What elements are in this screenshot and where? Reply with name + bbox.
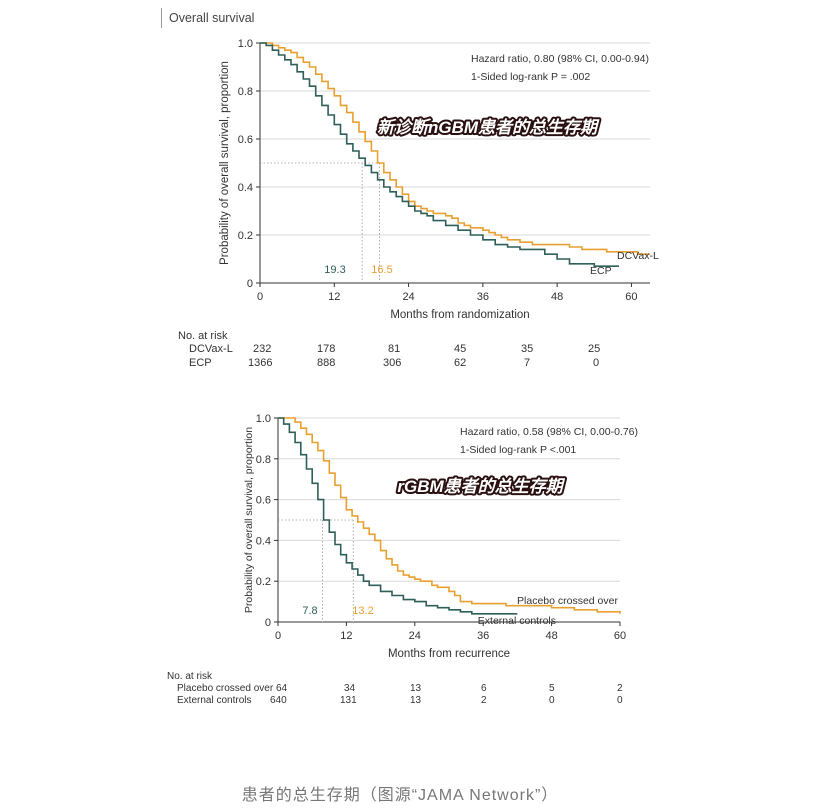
x-axis-label: Months from randomization bbox=[390, 309, 529, 321]
x-tick-label: 24 bbox=[402, 291, 414, 303]
risk-value: 34 bbox=[344, 683, 356, 694]
risk-value: 64 bbox=[276, 683, 288, 694]
risk-value: 0 bbox=[549, 695, 555, 706]
y-tick-label: 0.6 bbox=[238, 134, 253, 146]
stat-annotation: Hazard ratio, 0.80 (98% CI, 0.00-0.94) bbox=[471, 53, 649, 65]
x-tick-label: 12 bbox=[340, 630, 352, 642]
risk-value: 45 bbox=[454, 343, 467, 355]
survival-curve-control bbox=[260, 42, 619, 267]
risk-value: 2 bbox=[481, 695, 487, 706]
y-tick-label: 0.2 bbox=[238, 230, 253, 242]
risk-value: 888 bbox=[317, 357, 336, 369]
section-title: Overall survival bbox=[161, 8, 254, 28]
y-tick-label: 0.2 bbox=[256, 576, 271, 588]
x-tick-label: 36 bbox=[477, 630, 489, 642]
x-tick-label: 36 bbox=[477, 291, 489, 303]
risk-row-label: External controls bbox=[177, 695, 252, 706]
risk-value: 13 bbox=[410, 695, 422, 706]
y-tick-label: 0.8 bbox=[256, 454, 271, 466]
series-label: ECP bbox=[590, 265, 612, 277]
overlay-title: rGBM患者的总生存期 bbox=[397, 477, 565, 496]
risk-value: 0 bbox=[593, 357, 600, 369]
median-value-label: 7.8 bbox=[302, 605, 317, 617]
risk-value: 232 bbox=[253, 343, 272, 355]
x-tick-label: 0 bbox=[275, 630, 281, 642]
risk-value: 306 bbox=[383, 357, 402, 369]
median-value-label: 19.3 bbox=[324, 264, 345, 276]
survival-curve-treatment bbox=[278, 417, 621, 614]
risk-value: 131 bbox=[340, 695, 357, 706]
y-tick-label: 0.4 bbox=[238, 182, 253, 194]
series-label: Placebo crossed over bbox=[517, 595, 618, 607]
risk-value: 1366 bbox=[248, 357, 273, 369]
y-tick-label: 0 bbox=[265, 617, 271, 629]
x-tick-label: 0 bbox=[257, 291, 263, 303]
risk-table-2-row: Placebo crossed over 64 34 13 6 5 2 bbox=[0, 683, 830, 697]
series-label: DCVax-L bbox=[617, 250, 659, 262]
x-tick-label: 48 bbox=[545, 630, 557, 642]
y-tick-label: 0.4 bbox=[256, 535, 271, 547]
overlay-title: 新诊断nGBM患者的总生存期 bbox=[377, 118, 600, 137]
median-value-label: 16.5 bbox=[371, 264, 392, 276]
stat-annotation: 1-Sided log-rank P = .002 bbox=[471, 71, 590, 83]
risk-value: 5 bbox=[549, 683, 555, 694]
risk-table-2-row: External controls 640 131 13 2 0 0 bbox=[0, 695, 830, 709]
y-axis-label: Probability of overall survival, proport… bbox=[243, 427, 255, 613]
risk-value: 640 bbox=[270, 695, 287, 706]
x-tick-label: 48 bbox=[551, 291, 563, 303]
y-tick-label: 0 bbox=[247, 278, 253, 290]
risk-value: 0 bbox=[617, 695, 623, 706]
x-tick-label: 24 bbox=[409, 630, 421, 642]
survival-curve-control bbox=[278, 417, 518, 615]
risk-value: 6 bbox=[481, 683, 487, 694]
risk-value: 178 bbox=[317, 343, 336, 355]
risk-value: 7 bbox=[524, 357, 531, 369]
risk-value: 13 bbox=[410, 683, 422, 694]
figure-caption: 患者的总生存期（图源“JAMA Network”） bbox=[241, 787, 559, 804]
risk-value: 62 bbox=[454, 357, 467, 369]
risk-row-label: DCVax-L bbox=[189, 343, 233, 355]
y-axis-label: Probability of overall survival, proport… bbox=[219, 61, 231, 265]
y-tick-label: 1.0 bbox=[238, 38, 253, 50]
risk-value: 81 bbox=[388, 343, 401, 355]
y-tick-label: 1.0 bbox=[256, 413, 271, 425]
risk-value: 25 bbox=[588, 343, 601, 355]
risk-row-label: ECP bbox=[189, 357, 212, 369]
survival-curve-treatment bbox=[260, 42, 650, 255]
y-tick-label: 0.6 bbox=[256, 495, 271, 507]
risk-table-2-title: No. at risk bbox=[167, 671, 213, 682]
risk-table-1-title: No. at risk bbox=[178, 330, 228, 342]
series-label: External controls bbox=[478, 615, 556, 627]
risk-value: 35 bbox=[521, 343, 534, 355]
x-tick-label: 12 bbox=[328, 291, 340, 303]
stat-annotation: Hazard ratio, 0.58 (98% CI, 0.00-0.76) bbox=[460, 426, 638, 438]
x-axis-label: Months from recurrence bbox=[388, 648, 510, 660]
risk-value: 2 bbox=[617, 683, 623, 694]
x-tick-label: 60 bbox=[614, 630, 626, 642]
risk-table-1-row: DCVax-L 232 178 81 45 35 25 bbox=[0, 343, 830, 357]
risk-table-1-row: ECP 1366 888 306 62 7 0 bbox=[0, 357, 830, 371]
stat-annotation: 1-Sided log-rank P <.001 bbox=[460, 444, 576, 456]
risk-row-label: Placebo crossed over bbox=[177, 683, 274, 694]
y-tick-label: 0.8 bbox=[238, 86, 253, 98]
x-tick-label: 60 bbox=[625, 291, 637, 303]
median-value-label: 13.2 bbox=[352, 605, 373, 617]
